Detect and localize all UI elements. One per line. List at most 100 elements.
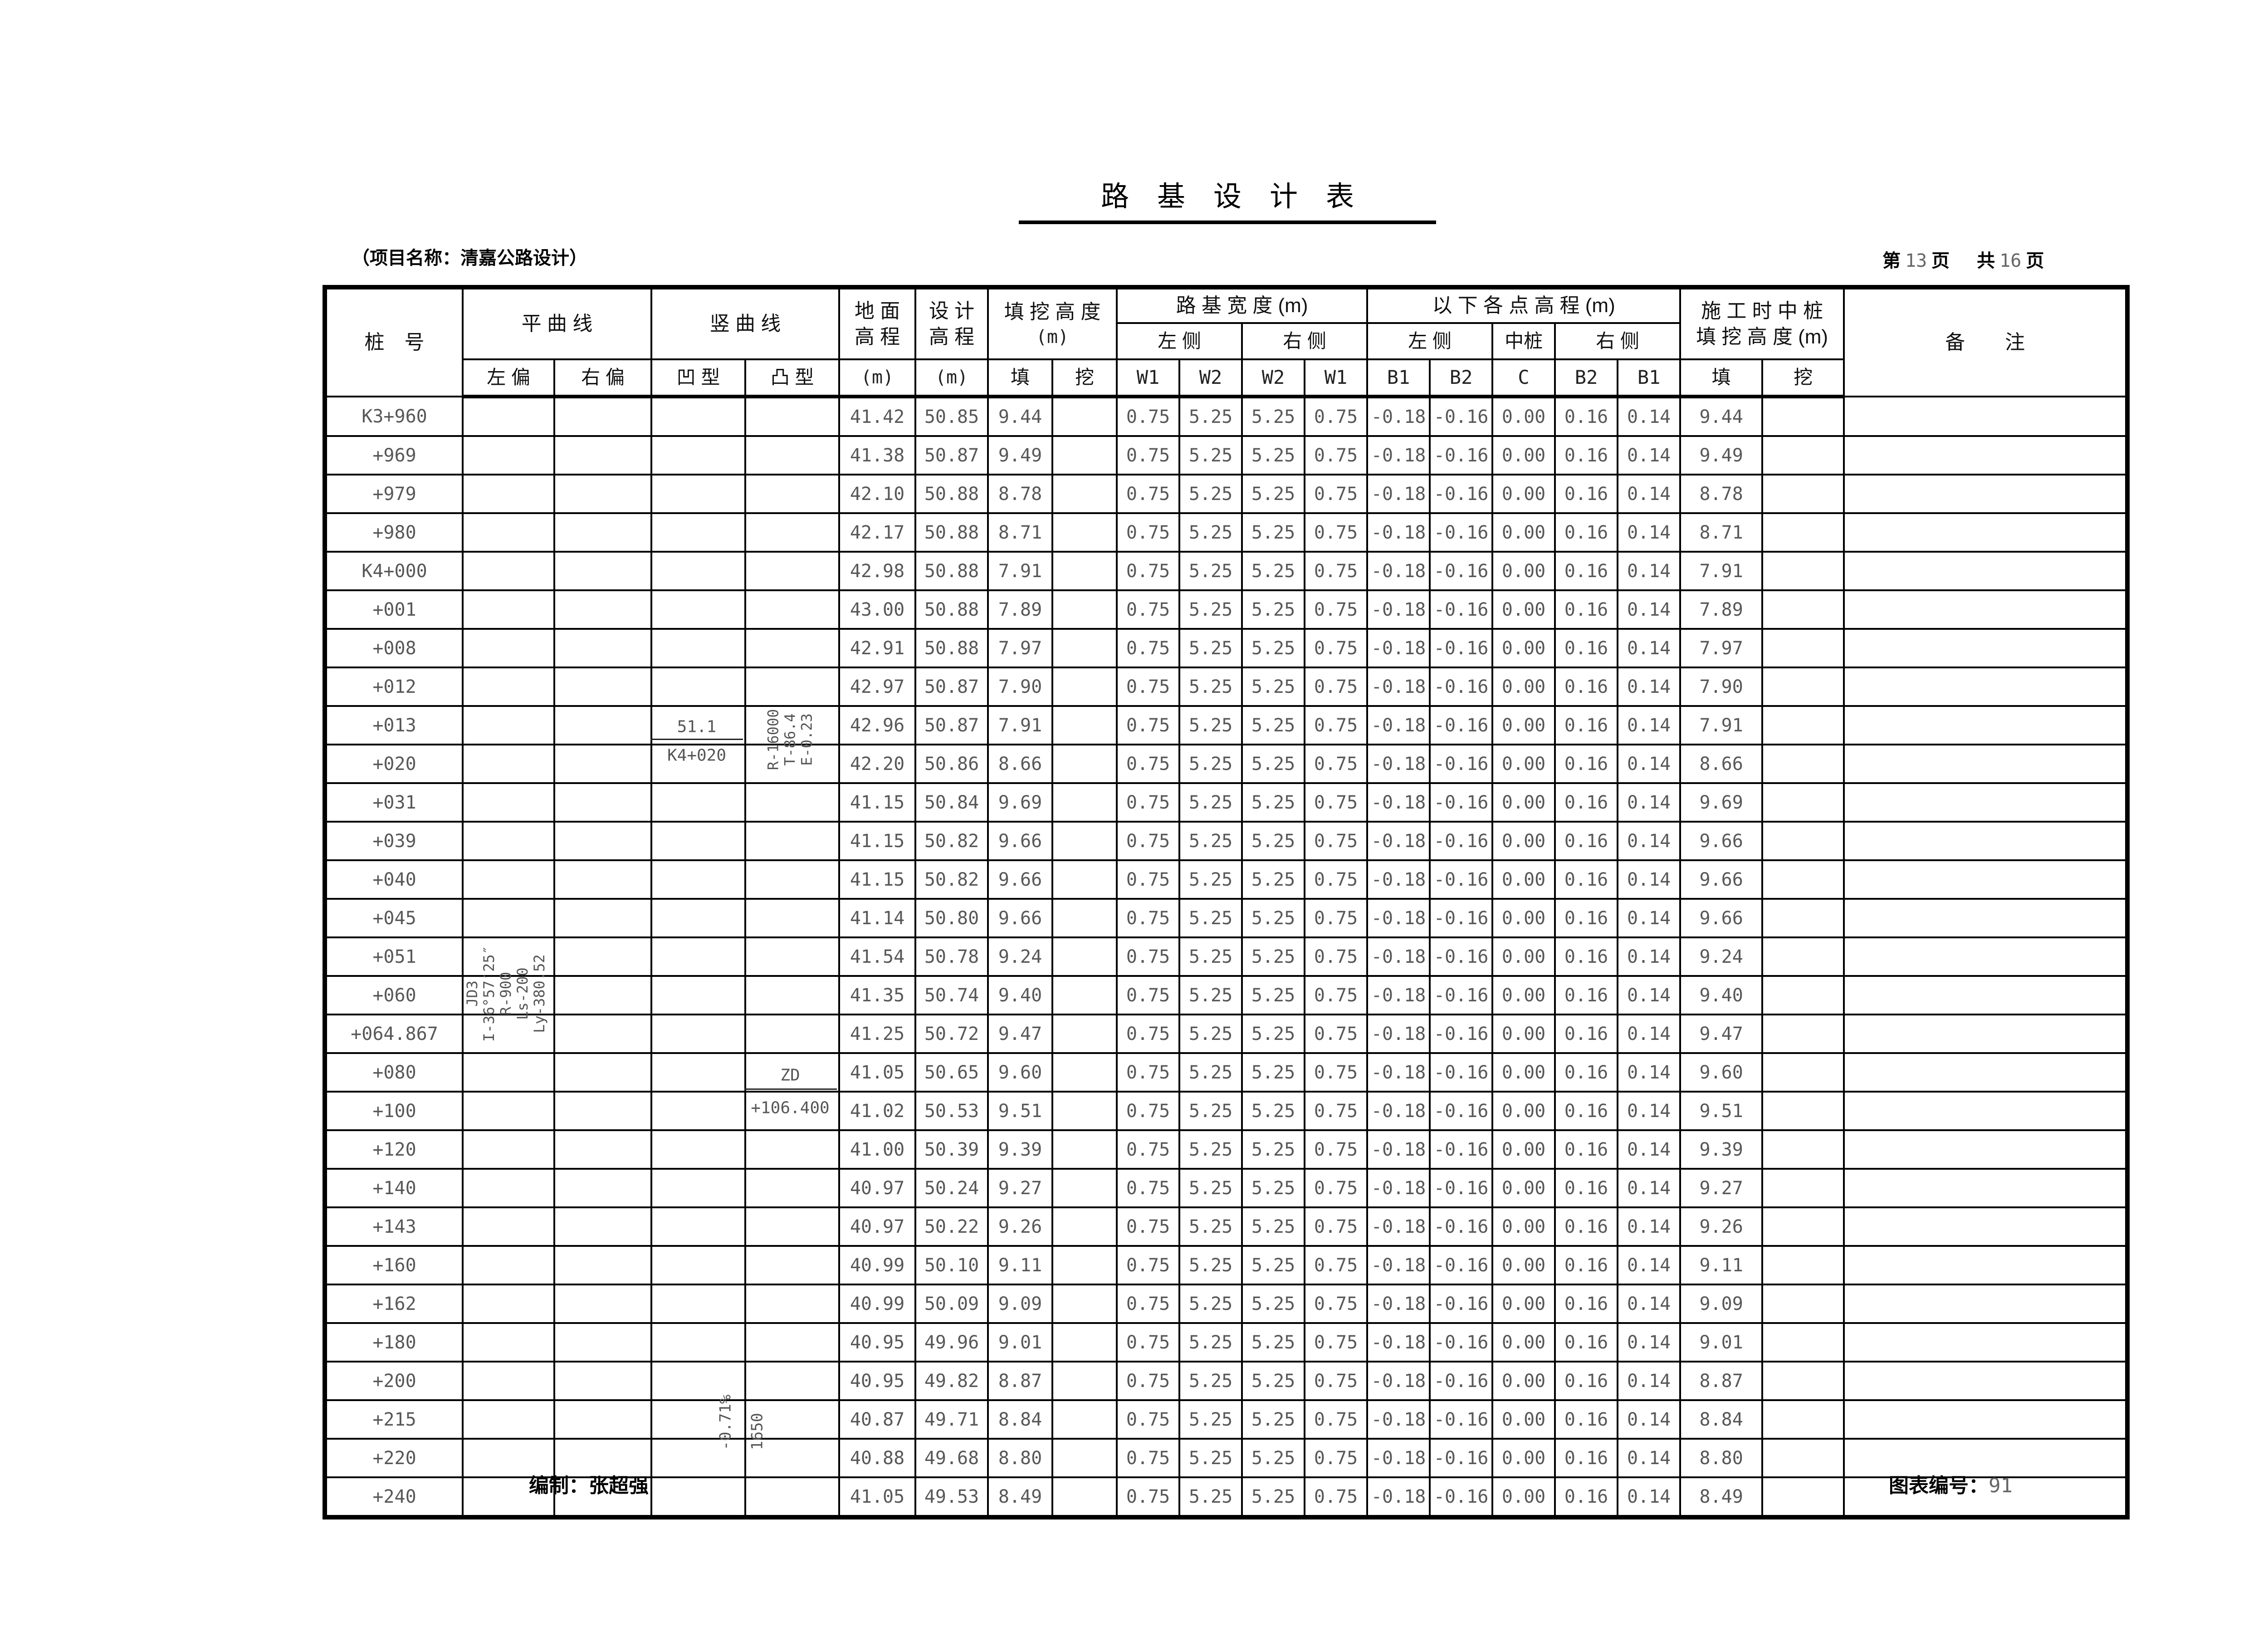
cell-cut-height (1051, 1129, 1118, 1170)
cell-w2-left: 5.25 (1178, 1476, 1243, 1518)
cell-b1-right: 0.14 (1617, 859, 1681, 900)
cell-hcurve-right (553, 1168, 653, 1208)
cell-hcurve-left (462, 551, 555, 591)
header-vcurve-convex: 凸 型 (744, 358, 841, 398)
cell-construction-cut (1761, 628, 1845, 668)
vcurve-point-station: K4+020 (667, 746, 727, 765)
cell-w1-right: 0.75 (1304, 1284, 1369, 1324)
cell-b1-left: -0.18 (1366, 1438, 1431, 1478)
cell-b2-left: -0.16 (1429, 744, 1494, 784)
cell-ground-elevation: 40.99 (838, 1284, 917, 1324)
page-label2: 页 (1931, 251, 1950, 271)
cell-cut-height (1051, 474, 1118, 514)
zd-station: +106.400 (751, 1098, 830, 1118)
cell-remarks (1843, 859, 2129, 900)
cell-hcurve-left (462, 1399, 555, 1440)
cell-station: +215 (324, 1399, 464, 1440)
cell-w2-right: 5.25 (1241, 859, 1306, 900)
table-row: +020 42.20 50.86 8.66 0.75 5.25 5.25 0.75 -0.18-… (324, 744, 2129, 784)
cell-construction-fill: 9.44 (1679, 396, 1764, 437)
cell-b2-right: 0.16 (1554, 936, 1619, 977)
table-header: 桩 号 平 曲 线 竖 曲 线 地 面 高 程 设 计 高 程 填 挖 高 度 … (324, 286, 2129, 398)
cell-w2-left: 5.25 (1178, 859, 1243, 900)
cell-hcurve-left (462, 1361, 555, 1401)
cell-design-elevation: 50.87 (914, 435, 989, 475)
cell-w2-left: 5.25 (1178, 589, 1243, 630)
cell-w1-left: 0.75 (1116, 1129, 1181, 1170)
cell-w2-left: 5.25 (1178, 744, 1243, 784)
cell-fill-height: 8.66 (987, 744, 1054, 784)
cell-construction-fill: 8.49 (1679, 1476, 1764, 1518)
prepared-by-name: 张超强 (589, 1475, 649, 1497)
cell-ground-elevation: 41.02 (838, 1091, 917, 1131)
cell-b2-right: 0.16 (1554, 1052, 1619, 1093)
cell-vcurve-convex (744, 1091, 841, 1131)
cell-construction-cut (1761, 1399, 1845, 1440)
cell-w2-right: 5.25 (1241, 1129, 1306, 1170)
cell-remarks (1843, 396, 2129, 437)
cell-w1-left: 0.75 (1116, 512, 1181, 553)
cell-b1-left: -0.18 (1366, 936, 1431, 977)
cell-ground-elevation: 40.95 (838, 1322, 917, 1363)
cell-construction-cut (1761, 1284, 1845, 1324)
table-row: +979 42.10 50.88 8.78 0.75 5.25 5.25 0.75 -0.18-… (324, 474, 2129, 514)
table-row: +039 41.15 50.82 9.66 0.75 5.25 5.25 0.75 -0.18-… (324, 821, 2129, 861)
cell-w2-left: 5.25 (1178, 667, 1243, 707)
cell-construction-fill: 7.89 (1679, 589, 1764, 630)
cell-fill-height: 7.91 (987, 705, 1054, 745)
cell-c: 0.00 (1491, 628, 1556, 668)
cell-hcurve-left (462, 1168, 555, 1208)
cell-hcurve-left (462, 628, 555, 668)
cell-b2-left: -0.16 (1429, 1129, 1494, 1170)
cell-w1-left: 0.75 (1116, 898, 1181, 938)
cell-cut-height (1051, 589, 1118, 630)
cell-ground-elevation: 41.15 (838, 859, 917, 900)
cell-hcurve-right (553, 1322, 653, 1363)
header-width-left: 左 侧 (1116, 322, 1243, 360)
table-row: +215 40.87 49.71 8.84 0.75 5.25 5.25 0.75 -0.18-… (324, 1399, 2129, 1440)
cell-w2-right: 5.25 (1241, 821, 1306, 861)
cell-w1-right: 0.75 (1304, 744, 1369, 784)
cell-construction-fill: 7.90 (1679, 667, 1764, 707)
cell-hcurve-left (462, 1322, 555, 1363)
cell-c: 0.00 (1491, 1361, 1556, 1401)
cell-fill-height: 9.24 (987, 936, 1054, 977)
cell-w1-left: 0.75 (1116, 435, 1181, 475)
cell-construction-fill: 9.01 (1679, 1322, 1764, 1363)
cell-b1-right: 0.14 (1617, 1129, 1681, 1170)
cell-w2-right: 5.25 (1241, 1206, 1306, 1247)
cell-construction-cut (1761, 859, 1845, 900)
cell-vcurve-convex (744, 782, 841, 823)
cell-design-elevation: 50.88 (914, 589, 989, 630)
cell-construction-cut (1761, 435, 1845, 475)
cell-b2-left: -0.16 (1429, 1284, 1494, 1324)
cell-w1-right: 0.75 (1304, 1399, 1369, 1440)
cell-construction-fill: 9.09 (1679, 1284, 1764, 1324)
cell-b2-left: -0.16 (1429, 1399, 1494, 1440)
cell-design-elevation: 50.88 (914, 512, 989, 553)
cell-b2-right: 0.16 (1554, 396, 1619, 437)
cell-vcurve-convex (744, 1129, 841, 1170)
cell-w1-right: 0.75 (1304, 474, 1369, 514)
cell-c: 0.00 (1491, 1284, 1556, 1324)
cell-c: 0.00 (1491, 1091, 1556, 1131)
cell-design-elevation: 50.78 (914, 936, 989, 977)
cell-cut-height (1051, 396, 1118, 437)
cell-b1-left: -0.18 (1366, 705, 1431, 745)
header-c: C (1491, 358, 1556, 398)
cell-fill-height: 7.97 (987, 628, 1054, 668)
cell-vcurve-concave (650, 1091, 747, 1131)
cell-remarks (1843, 667, 2129, 707)
cell-b1-right: 0.14 (1617, 435, 1681, 475)
cell-hcurve-left (462, 474, 555, 514)
cell-b2-right: 0.16 (1554, 1206, 1619, 1247)
cell-hcurve-right (553, 821, 653, 861)
cell-b1-right: 0.14 (1617, 898, 1681, 938)
cell-w1-left: 0.75 (1116, 1284, 1181, 1324)
cell-station: +031 (324, 782, 464, 823)
header-design-elevation: 设 计 高 程 (914, 286, 989, 360)
cell-w1-right: 0.75 (1304, 435, 1369, 475)
cell-w1-right: 0.75 (1304, 936, 1369, 977)
cell-w2-right: 5.25 (1241, 1322, 1306, 1363)
cell-cut-height (1051, 551, 1118, 591)
